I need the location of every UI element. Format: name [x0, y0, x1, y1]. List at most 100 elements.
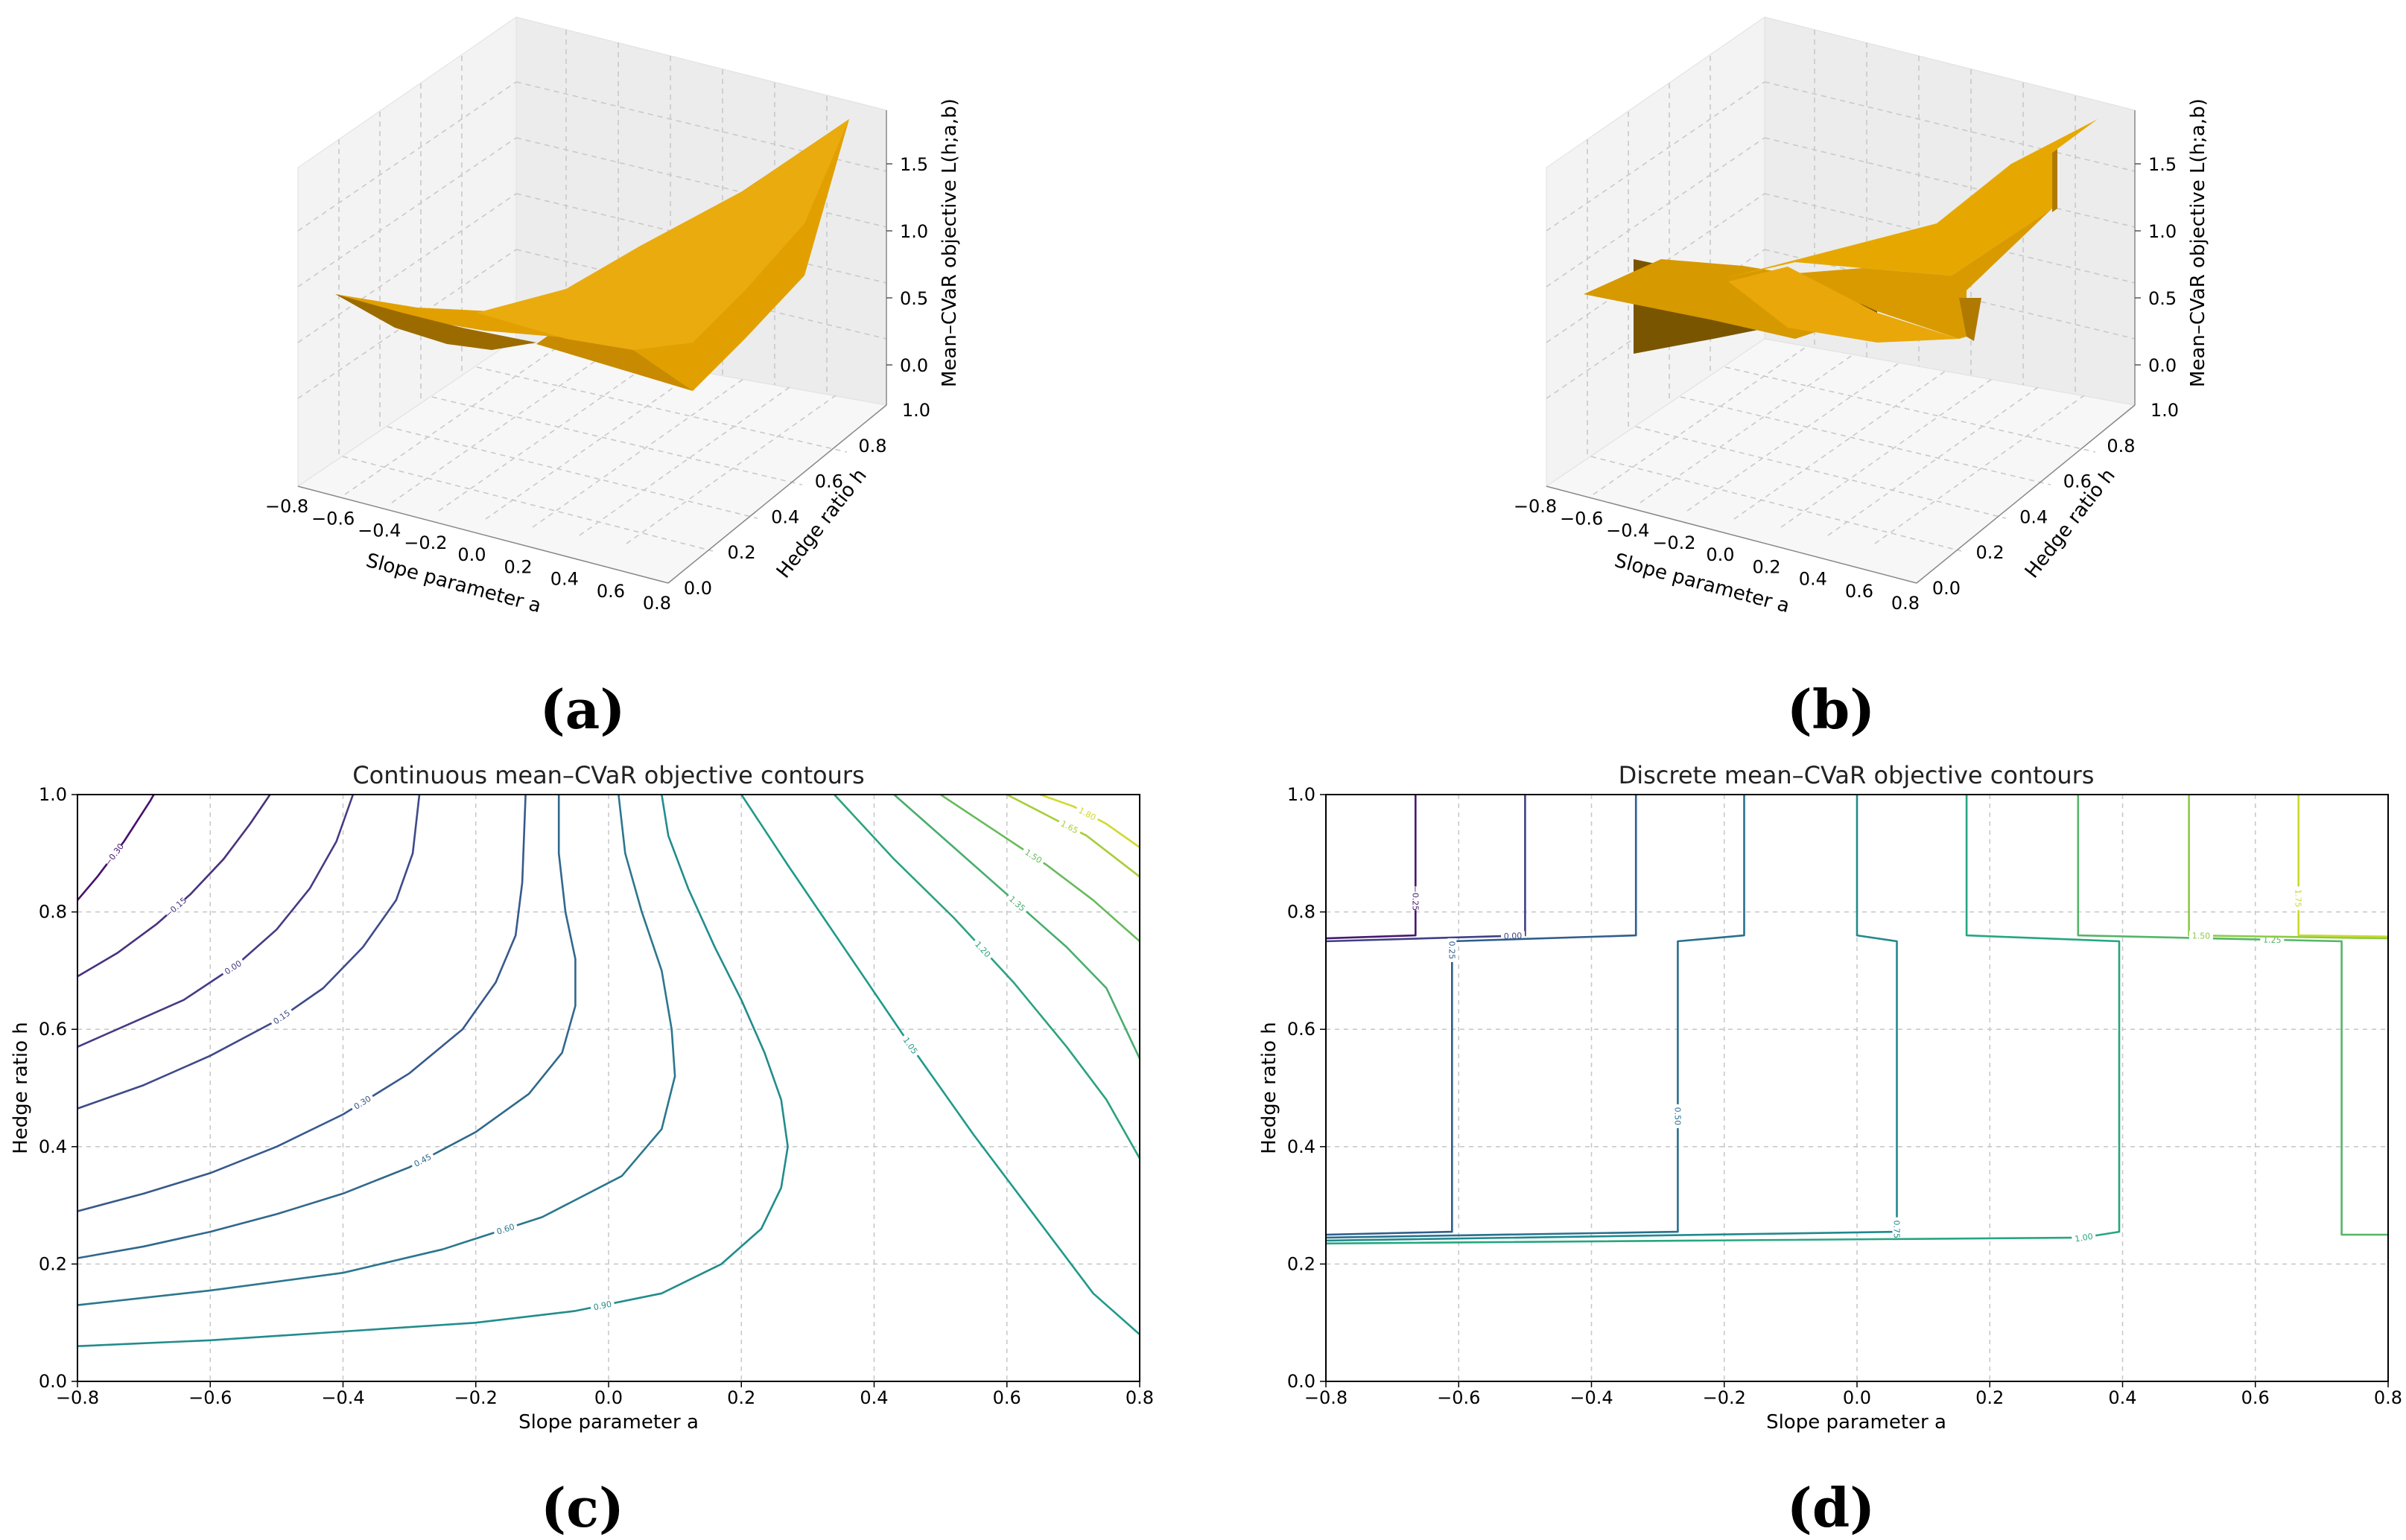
d-contour-label-bg: [1447, 938, 1457, 962]
d-ytick-label: 0.4: [1287, 1136, 1315, 1157]
surface-b-axes: [1546, 110, 2136, 584]
d-contour-label: −0.25: [1410, 885, 1420, 911]
d-contour-label-bg: [1411, 886, 1421, 911]
a-ztick-label: 1.5: [900, 154, 928, 175]
contour-d-xticks: −0.8 −0.6 −0.4 −0.2 0.0 0.2 0.4 0.6 0.8: [1304, 1381, 2402, 1408]
d-ytick-label: 0.6: [1287, 1019, 1315, 1040]
panel-label-d: (d): [1787, 1476, 1875, 1539]
contour-c-xlabel: Slope parameter a: [518, 1411, 699, 1434]
surface-b-mesh: [1584, 119, 2098, 354]
contour-c-ylabel: Hedge ratio h: [10, 1022, 32, 1154]
surface-b-xticks: −0.8−0.6−0.4−0.2 0.0 0.2 0.4 0.6 0.8: [1514, 496, 1920, 614]
a-xtick-label: −0.8: [265, 496, 308, 517]
a-ytick-label: 1.0: [902, 400, 930, 421]
a-xtick-label: 0.2: [504, 556, 533, 577]
b-xtick-label: 0.4: [1799, 569, 1827, 590]
surface-b-yticks: 0.0 0.2 0.4 0.6 0.8 1.0: [1932, 400, 2179, 599]
b-xtick-label: 0.0: [1706, 544, 1734, 565]
contour-plot-c: Continuous mean–CVaR objective contours …: [10, 761, 1154, 1539]
surface-a-axes: [297, 110, 887, 584]
d-xtick-label: 0.8: [2374, 1387, 2402, 1408]
a-xtick-label: −0.6: [311, 508, 355, 529]
contour-c-grid: [77, 794, 1140, 1382]
a-ztick-label: 0.5: [900, 288, 928, 309]
d-contour-label: 1.50: [2192, 931, 2211, 941]
surface-plot-a: −0.8−0.6−0.4−0.2 0.0 0.2 0.4 0.6 0.8 0.0 0.2 0.…: [265, 16, 961, 741]
contour-c-title: Continuous mean–CVaR objective contours: [352, 761, 864, 789]
b-ztick-label: 0.0: [2148, 355, 2177, 376]
d-contour-line: [2297, 795, 2389, 938]
c-contour-line: [893, 794, 1141, 1060]
c-contour-label-bg: [410, 1151, 436, 1170]
b-xtick-label: −0.2: [1652, 532, 1695, 553]
c-contour-label-bg: [164, 896, 188, 919]
c-contour-line: [77, 794, 676, 1306]
b-xtick-label: 0.2: [1753, 556, 1781, 577]
contour-plot-d: Discrete mean–CVaR objective contours −0…: [1258, 761, 2402, 1539]
c-contour-line: [939, 793, 1140, 942]
surface-a-zticks: 0.0 0.5 1.0 1.5: [886, 154, 928, 376]
c-ytick-label: 0.2: [39, 1253, 67, 1274]
d-contour-label-bg: [2188, 931, 2214, 941]
b-ytick-label: 0.8: [2107, 436, 2135, 456]
d-contour-line: [1325, 795, 1745, 1239]
c-contour-label-bg: [220, 957, 246, 978]
c-xtick-label: −0.4: [321, 1387, 364, 1408]
c-contour-line: [77, 794, 527, 1212]
d-contour-label-bg: [1673, 1104, 1683, 1128]
b-ytick-label: 0.2: [1976, 542, 2005, 563]
c-contour-label-bg: [589, 1298, 615, 1313]
d-xtick-label: 0.0: [1843, 1387, 1871, 1408]
d-contour-line: [1325, 795, 1526, 943]
d-contour-line: [2188, 795, 2389, 940]
c-contour-label-bg: [971, 937, 994, 961]
c-xtick-label: −0.2: [454, 1387, 498, 1408]
panel-label-b: (b): [1787, 678, 1875, 741]
a-ytick-label: 0.0: [684, 578, 712, 599]
c-xtick-label: 0.2: [727, 1387, 755, 1408]
a-ytick-label: 0.4: [771, 506, 799, 527]
c-ytick-label: 0.0: [39, 1371, 67, 1392]
a-xtick-label: −0.4: [358, 521, 401, 541]
contour-d-lines: −0.250.000.250.500.75 1.001.251.501.75: [1325, 795, 2389, 1245]
a-ytick-label: 0.2: [728, 542, 756, 563]
c-contour-label: 0.60: [495, 1222, 515, 1237]
d-contour-label: 1.75: [2294, 889, 2303, 908]
c-xtick-label: 0.6: [993, 1387, 1021, 1408]
b-ytick-label: 0.6: [2063, 471, 2092, 492]
d-contour-label-bg: [1892, 1217, 1902, 1241]
c-contour-label-bg: [1074, 804, 1100, 824]
c-ytick-label: 0.4: [39, 1136, 67, 1157]
d-ytick-label: 1.0: [1287, 784, 1315, 805]
a-xtick-label: −0.2: [404, 532, 447, 553]
d-contour-line: [1325, 795, 1637, 1236]
contour-d-ylabel: Hedge ratio h: [1258, 1022, 1280, 1154]
c-ytick-label: 0.6: [39, 1019, 67, 1040]
d-contour-label-bg: [2071, 1231, 2097, 1244]
d-ytick-label: 0.8: [1287, 902, 1315, 923]
b-ztick-label: 1.0: [2148, 221, 2177, 242]
b-ztick-label: 1.5: [2148, 154, 2177, 175]
surface-a-xticks: −0.8−0.6−0.4−0.2 0.0 0.2 0.4 0.6 0.8: [265, 496, 671, 614]
c-contour-label-bg: [900, 1033, 921, 1058]
d-xtick-label: −0.4: [1569, 1387, 1613, 1408]
surface-a-mesh: [335, 119, 849, 391]
c-contour-line: [77, 794, 789, 1347]
c-contour-line: [740, 794, 1140, 1335]
a-ztick-label: 0.0: [900, 355, 928, 376]
b-xtick-label: 0.8: [1891, 593, 1920, 614]
a-xtick-label: 0.6: [597, 581, 625, 602]
contour-d-title: Discrete mean–CVaR objective contours: [1619, 761, 2095, 789]
a-ytick-label: 0.8: [858, 436, 886, 456]
d-contour-line: [1325, 795, 1417, 940]
b-xtick-label: −0.8: [1514, 496, 1557, 517]
c-contour-label-bg: [269, 1006, 294, 1028]
c-ytick-label: 0.8: [39, 902, 67, 923]
b-xtick-label: 0.6: [1845, 581, 1873, 602]
c-contour-line: [77, 795, 577, 1259]
panel-label-c: (c): [541, 1476, 624, 1539]
d-contour-label: 0.75: [1892, 1220, 1902, 1238]
c-contour-line: [834, 794, 1141, 1159]
d-contour-line: [2077, 795, 2388, 1236]
contour-d-yticks: 0.0 0.2 0.4 0.6 0.8 1.0: [1287, 784, 1326, 1392]
